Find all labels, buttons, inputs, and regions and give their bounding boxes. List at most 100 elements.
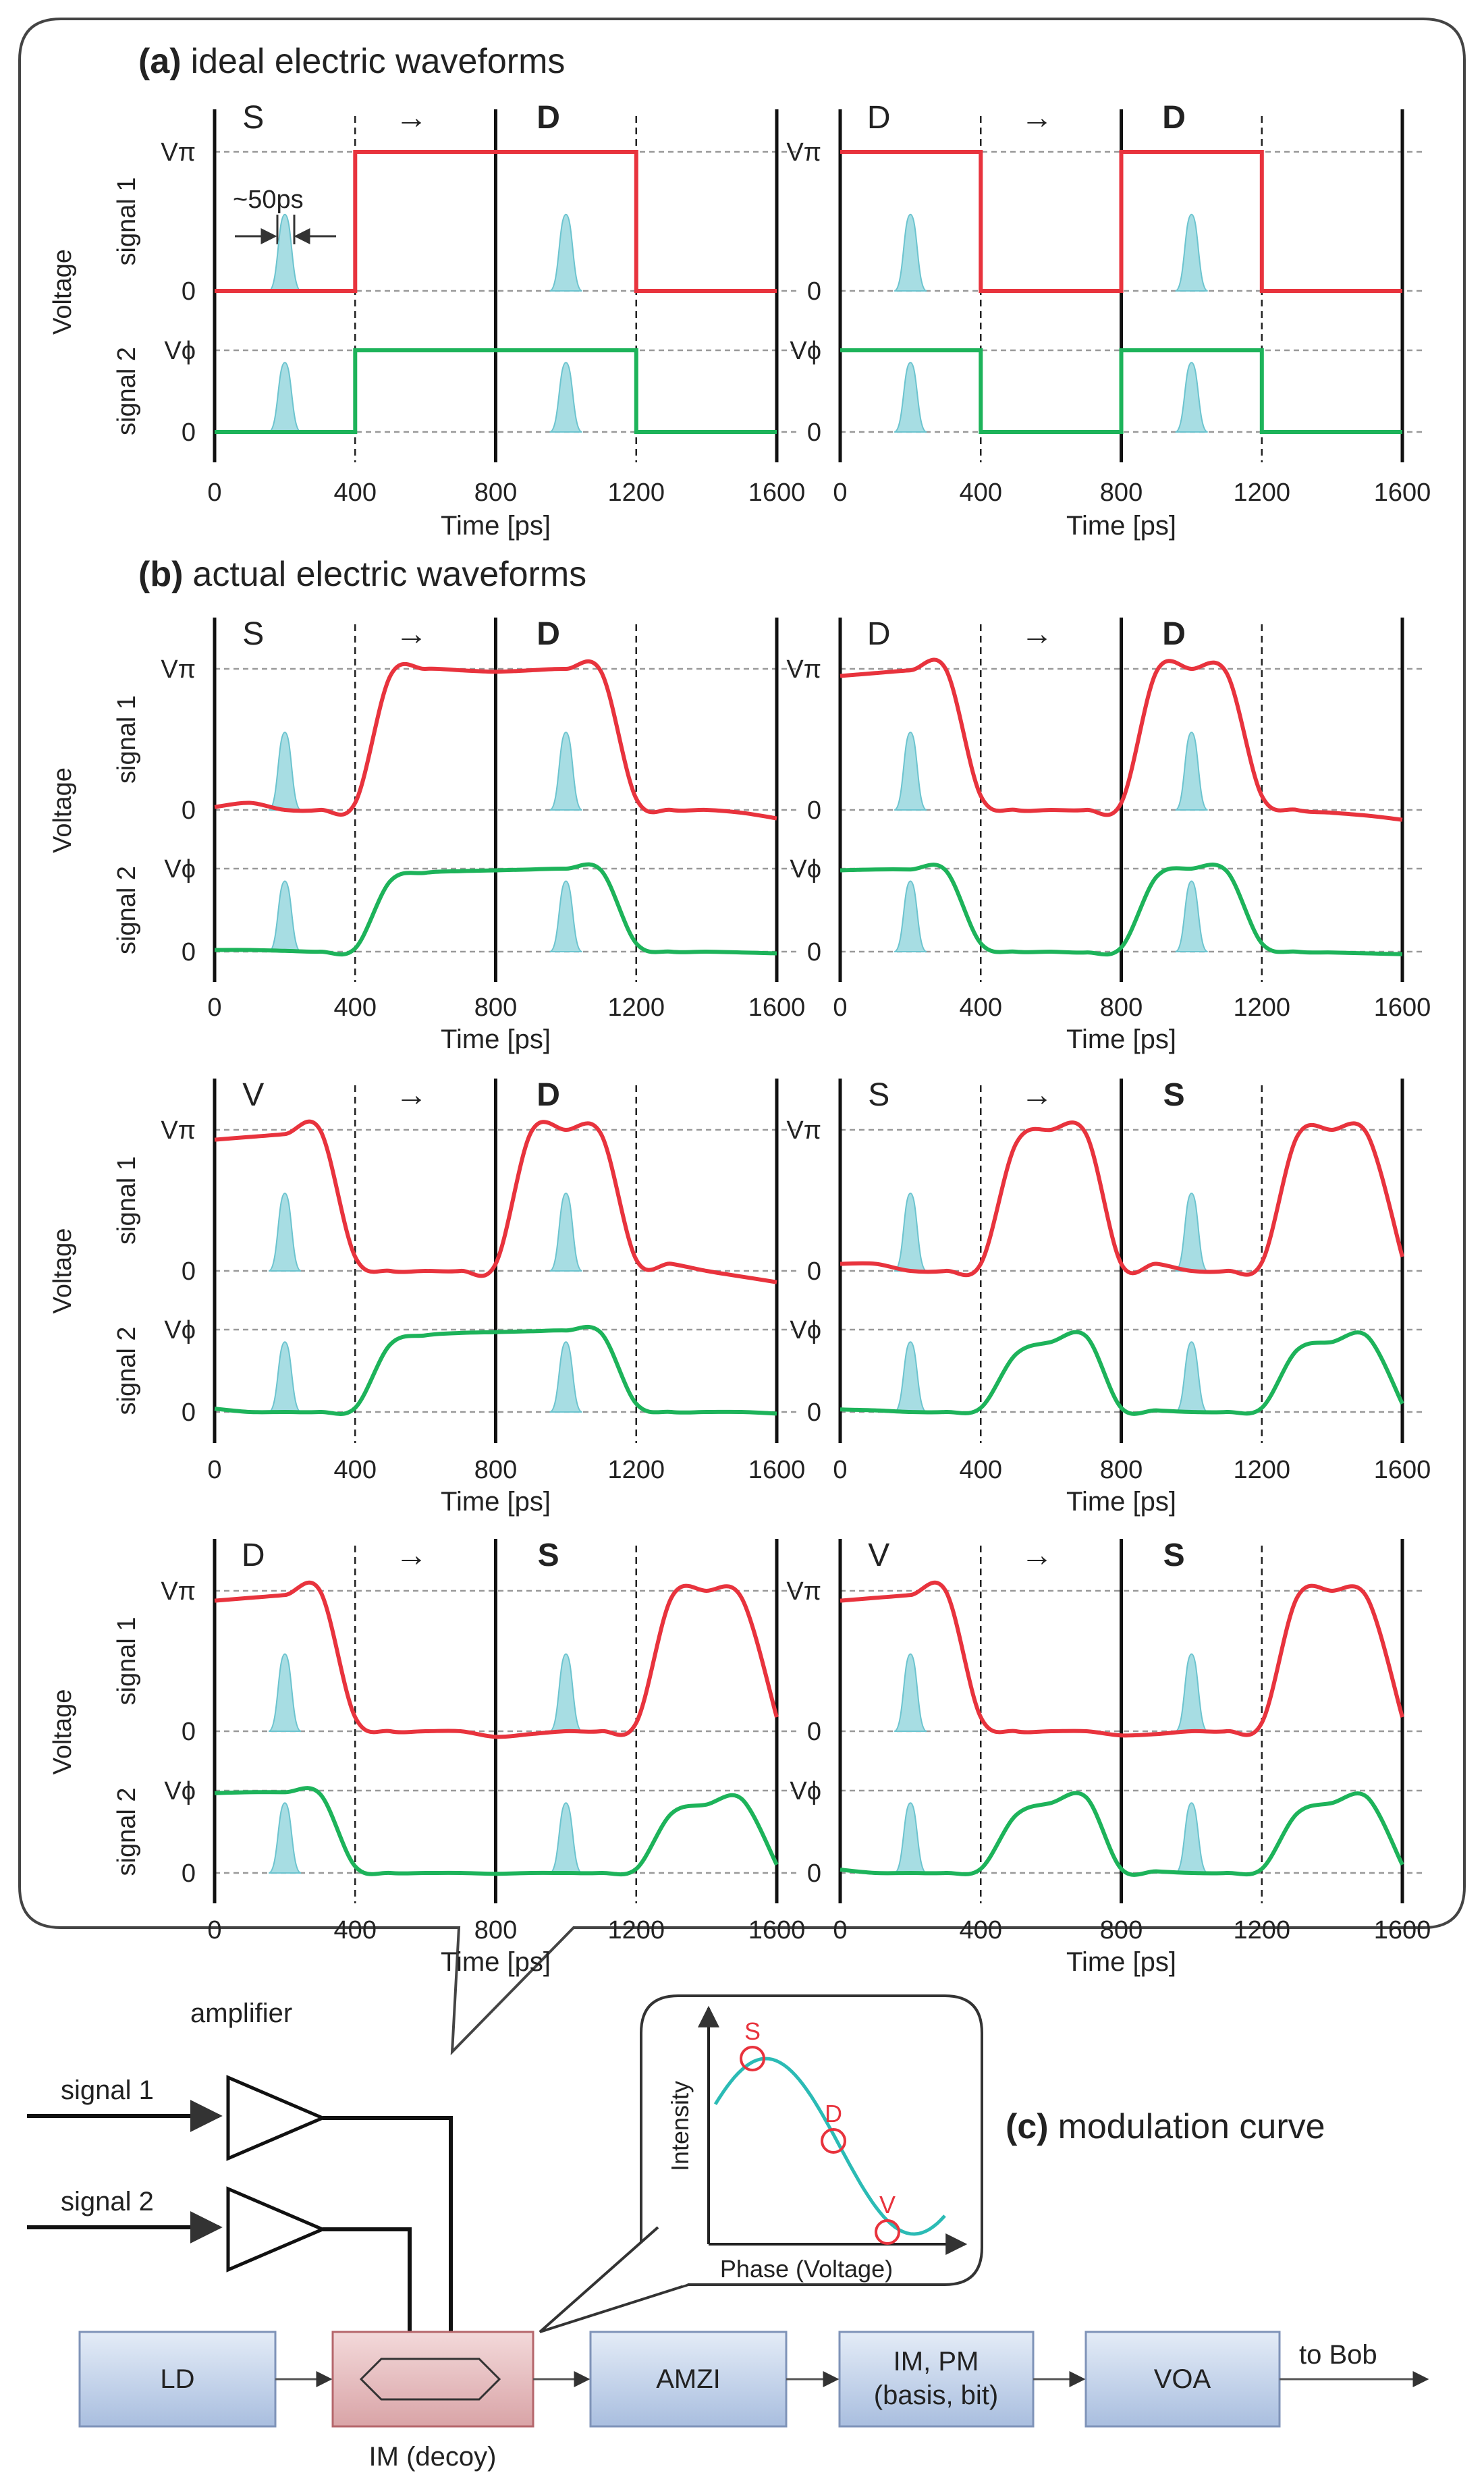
y-level-zero: 0 (182, 277, 196, 306)
x-axis-label: Time [ps] (441, 1025, 551, 1054)
x-tick-label: 800 (474, 994, 517, 1022)
x-tick-label: 1200 (607, 479, 665, 507)
modulation-point-label: D (825, 2100, 842, 2127)
transition-arrow: → (395, 100, 428, 136)
panel-c-title: (c) modulation curve (1006, 2107, 1325, 2146)
x-tick-label: 1600 (748, 1456, 806, 1484)
signal2-label: signal 2 (113, 866, 141, 954)
signal2-waveform (214, 1324, 777, 1416)
x-axis-label: Time [ps] (1066, 1025, 1176, 1054)
x-tick-label: 0 (207, 1456, 221, 1484)
modulation-point-S (740, 2046, 765, 2071)
y-level-zero: 0 (807, 418, 821, 447)
mzi-symbol (359, 2358, 501, 2401)
plot-1-0: S → D 0 400 800 1200 1600 Time [ps] Vπ 0 Vϕ 0 signal … (49, 616, 805, 1054)
y-level-zero: 0 (182, 1718, 196, 1746)
signal1-waveform (214, 1119, 777, 1284)
x-tick-label: 1200 (607, 1916, 665, 1944)
signal2-waveform (215, 348, 777, 434)
schematic-signal2-label: signal 2 (61, 2187, 154, 2216)
y-level-vpi: Vπ (161, 1116, 196, 1145)
optical-pulse (894, 1193, 927, 1272)
im-decoy-block (331, 2331, 534, 2428)
x-tick-label: 1600 (748, 994, 806, 1022)
optical-pulse (894, 1653, 927, 1732)
x-tick-label: 400 (960, 994, 1002, 1022)
modulation-point-D (821, 2128, 846, 2154)
transition-arrow: → (395, 1538, 428, 1573)
x-tick-label: 0 (207, 1916, 221, 1944)
signal2-label: signal 2 (113, 1788, 141, 1876)
x-tick-label: 800 (474, 1456, 517, 1484)
optical-pulse (549, 880, 583, 952)
svg-text:VOA: VOA (1154, 2364, 1211, 2394)
signal2-waveform (214, 1786, 779, 1877)
y-level-zero: 0 (182, 1257, 196, 1286)
signal2-label: signal 2 (113, 1327, 141, 1415)
x-tick-label: 800 (1100, 479, 1143, 507)
x-tick-label: 0 (833, 994, 847, 1022)
y-level-zero: 0 (807, 277, 821, 306)
signal1-waveform (215, 150, 777, 293)
optical-pulse (268, 1341, 302, 1413)
transition-to: D (537, 100, 560, 136)
transition-to: D (1162, 616, 1186, 652)
y-level-vpi: Vπ (786, 1116, 821, 1145)
x-tick-label: 1200 (1233, 479, 1290, 507)
voa-block (1084, 2331, 1281, 2428)
y-level-vphi: Vϕ (790, 1777, 821, 1805)
x-tick-label: 400 (334, 479, 377, 507)
signal2-waveform (840, 348, 1402, 434)
ld-block (78, 2331, 277, 2428)
phase-axis-label: Phase (Voltage) (720, 2255, 893, 2283)
y-level-vpi: Vπ (786, 138, 821, 167)
y-level-zero: 0 (182, 1398, 196, 1427)
y-level-zero: 0 (182, 796, 196, 825)
amplifier-label: amplifier (190, 1998, 292, 2028)
x-tick-label: 1600 (1374, 1456, 1431, 1484)
signal1-label: signal 1 (113, 695, 141, 784)
x-axis-label: Time [ps] (1066, 1487, 1176, 1517)
x-tick-label: 0 (207, 994, 221, 1022)
signal1-label: signal 1 (113, 1156, 141, 1245)
signal1-waveform (840, 1120, 1404, 1278)
y-level-vpi: Vπ (161, 1577, 196, 1606)
signal2-waveform (840, 1330, 1404, 1416)
signal1-waveform (214, 1580, 779, 1739)
transition-arrow: → (395, 1077, 428, 1113)
svg-text:LD: LD (160, 2364, 194, 2394)
voltage-label: Voltage (49, 249, 77, 335)
optical-pulse (549, 362, 583, 433)
plot-2-1: S → S 0 400 800 1200 1600 Time [ps] Vπ 0 Vϕ 0 (786, 1077, 1431, 1517)
transition-arrow: → (1021, 1538, 1053, 1573)
x-tick-label: 1200 (607, 994, 665, 1022)
x-tick-label: 800 (474, 479, 517, 507)
x-tick-label: 400 (334, 1456, 377, 1484)
x-axis-label: Time [ps] (441, 511, 551, 541)
svg-text:~50ps: ~50ps (233, 186, 304, 214)
x-tick-label: 1200 (1233, 1916, 1290, 1944)
x-tick-label: 800 (474, 1916, 517, 1944)
modulation-points: S D V (740, 2017, 900, 2245)
x-tick-label: 1600 (748, 1916, 806, 1944)
x-tick-label: 400 (960, 1456, 1002, 1484)
plot-3-1: V → S 0 400 800 1200 1600 Time [ps] Vπ 0 Vϕ 0 (786, 1538, 1431, 1977)
y-level-zero: 0 (807, 1718, 821, 1746)
optical-pulse (549, 1802, 583, 1874)
signal1-label: signal 1 (113, 178, 141, 266)
x-tick-label: 1200 (1233, 1456, 1290, 1484)
optical-pulse (894, 1341, 927, 1413)
amzi-block (589, 2331, 788, 2428)
x-tick-label: 1600 (1374, 994, 1431, 1022)
optical-pulse (1175, 1341, 1209, 1413)
y-level-zero: 0 (807, 1398, 821, 1427)
modulation-curve-inset: Intensity Phase (Voltage) S D V (539, 1994, 983, 2333)
signal1-waveform (214, 659, 777, 821)
x-tick-label: 800 (1100, 1456, 1143, 1484)
optical-pulse (894, 732, 927, 811)
transition-to: S (538, 1538, 559, 1573)
y-level-vphi: Vϕ (790, 337, 821, 365)
plot-0-1: D → D 0 400 800 1200 1600 Time [ps] Vπ 0 Vϕ 0 (786, 100, 1431, 541)
waveform-plots: S → D 0 400 800 1200 1600 Time [ps] Vπ 0 Vϕ 0 signal … (49, 100, 1431, 1977)
amplifier-1 (226, 2075, 327, 2161)
